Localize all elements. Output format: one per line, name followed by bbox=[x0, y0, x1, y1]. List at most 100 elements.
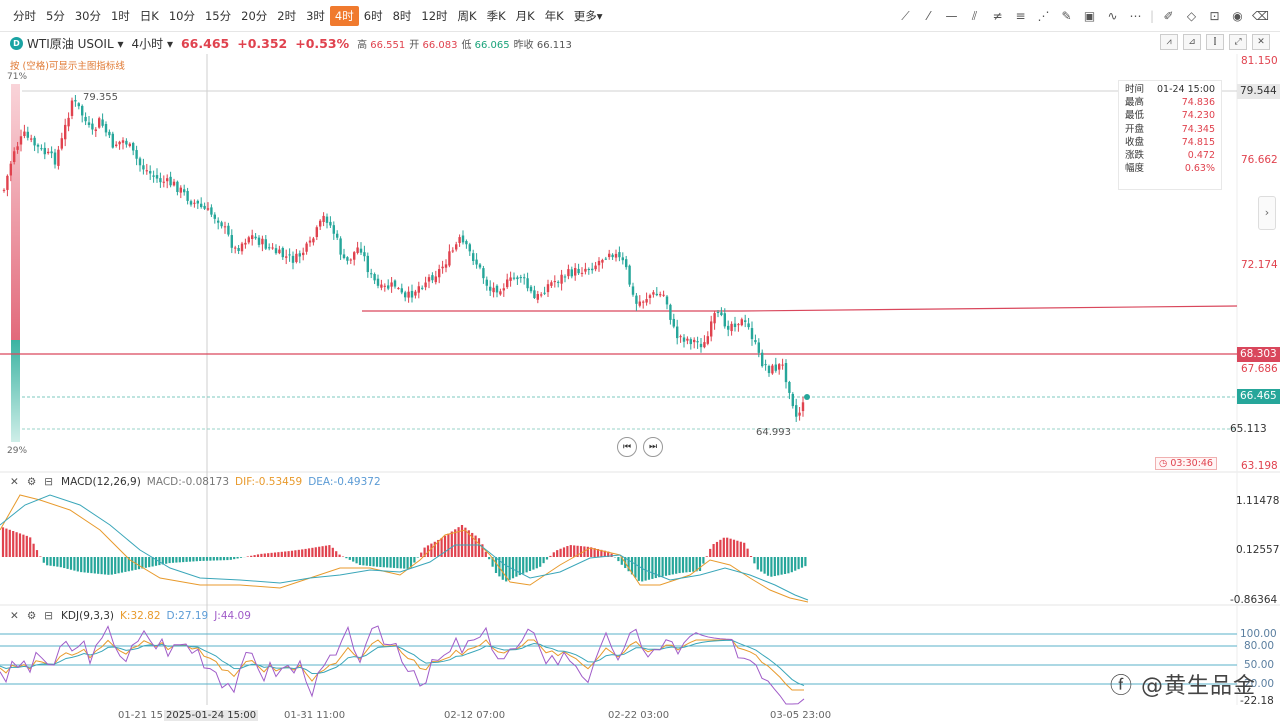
close-indicator-icon[interactable]: ✕ bbox=[10, 476, 19, 488]
candle-body bbox=[591, 268, 594, 271]
low-price-tag: 65.113 bbox=[1230, 423, 1267, 435]
channel-icon[interactable]: ⫽ bbox=[971, 9, 978, 23]
tf-1h[interactable]: 1时 bbox=[110, 8, 130, 23]
tf-6h[interactable]: 6时 bbox=[363, 8, 383, 23]
collapse-icon[interactable]: ⊟ bbox=[44, 476, 54, 488]
candle-body bbox=[791, 393, 794, 407]
tf-4h[interactable]: 4时 bbox=[329, 5, 359, 26]
tf-30m[interactable]: 30分 bbox=[74, 8, 101, 23]
fibonacci-icon[interactable]: ≡ bbox=[1015, 9, 1026, 23]
tf-12h[interactable]: 12时 bbox=[421, 8, 448, 23]
macd-bar bbox=[773, 557, 776, 577]
macd-bar bbox=[226, 557, 229, 561]
instrument-selector[interactable]: WTI原油 USOIL ▾ bbox=[27, 36, 124, 51]
fullscreen-icon[interactable]: ⤢ bbox=[1229, 34, 1247, 50]
macd-bar bbox=[331, 547, 334, 557]
scroll-back-button[interactable]: ⏮ bbox=[617, 437, 637, 457]
macd-bar bbox=[484, 551, 487, 557]
settings-gear-icon[interactable]: ⚙ bbox=[26, 476, 37, 488]
macd-bar bbox=[440, 537, 443, 557]
candle-body bbox=[305, 243, 308, 252]
tf-8h[interactable]: 8时 bbox=[392, 8, 412, 23]
candle-body bbox=[448, 251, 451, 266]
brush-icon[interactable]: ✎ bbox=[1061, 9, 1072, 23]
candle-body bbox=[533, 290, 536, 298]
macd-bar bbox=[760, 557, 763, 572]
lock-icon[interactable]: ⊡ bbox=[1209, 9, 1220, 23]
trash-icon[interactable]: ⌫ bbox=[1252, 9, 1269, 23]
macd-bar bbox=[641, 557, 644, 582]
candle-body bbox=[427, 277, 431, 282]
ray-line-icon[interactable]: ⁄ bbox=[927, 9, 930, 23]
macd-bar bbox=[267, 553, 270, 557]
candle-body bbox=[761, 352, 764, 367]
edit-icon[interactable]: ✐ bbox=[1163, 9, 1174, 23]
macd-bar bbox=[766, 557, 770, 576]
tf-quarterly[interactable]: 季K bbox=[486, 8, 506, 23]
close-panel-icon[interactable]: ✕ bbox=[1252, 34, 1270, 50]
x-axis-label: 03-05 23:00 bbox=[770, 710, 832, 721]
interval-selector[interactable]: 4小时 ▾ bbox=[131, 36, 173, 51]
support-line-extension[interactable] bbox=[741, 305, 1238, 312]
macd-bar bbox=[443, 535, 447, 557]
scroll-forward-button[interactable]: ⏭ bbox=[643, 437, 663, 457]
candle-body bbox=[315, 227, 318, 238]
dots-icon[interactable]: ⋯ bbox=[1129, 9, 1142, 23]
macd-bar bbox=[335, 551, 338, 557]
candle-body bbox=[652, 292, 655, 295]
tf-yearly[interactable]: 年K bbox=[544, 8, 564, 23]
indicator-icon[interactable]: ⩘ bbox=[1160, 34, 1178, 50]
tf-2h[interactable]: 2时 bbox=[277, 8, 297, 23]
trend-line-icon[interactable]: ⟋ bbox=[901, 9, 910, 23]
picture-icon[interactable]: ▣ bbox=[1083, 9, 1096, 23]
fan-icon[interactable]: ⋰ bbox=[1037, 9, 1050, 23]
wave-icon[interactable]: ∿ bbox=[1107, 9, 1118, 23]
macd-bar bbox=[746, 548, 749, 557]
candle-body bbox=[125, 140, 128, 145]
candle-body bbox=[319, 220, 322, 227]
parallel-icon[interactable]: ≠ bbox=[992, 9, 1003, 23]
tf-3h[interactable]: 3时 bbox=[306, 8, 325, 23]
tf-15m[interactable]: 15分 bbox=[204, 8, 232, 23]
candlestick-series bbox=[2, 95, 805, 422]
interval-label: 4小时 bbox=[131, 36, 164, 51]
tf-20m[interactable]: 20分 bbox=[241, 8, 268, 23]
candle-type-icon[interactable]: ⫿ bbox=[1206, 34, 1224, 50]
candle-body bbox=[417, 286, 420, 293]
compare-icon[interactable]: ⊿ bbox=[1183, 34, 1201, 50]
candle-body bbox=[16, 146, 19, 150]
tf-fenshi[interactable]: 分时 bbox=[13, 8, 36, 23]
candle-body bbox=[740, 319, 743, 326]
macd-bar bbox=[739, 541, 742, 557]
macd-bar bbox=[600, 549, 603, 557]
expand-panel-arrow[interactable]: › bbox=[1258, 196, 1276, 230]
tf-5m[interactable]: 5分 bbox=[46, 8, 65, 23]
macd-bar bbox=[426, 545, 430, 557]
close-indicator-icon[interactable]: ✕ bbox=[10, 610, 19, 622]
macd-bar bbox=[233, 557, 236, 560]
horizontal-line-icon[interactable]: — bbox=[945, 9, 958, 23]
macd-bar bbox=[756, 557, 759, 570]
candle-body bbox=[189, 201, 193, 205]
tf-weekly[interactable]: 周K bbox=[457, 8, 477, 23]
macd-bar bbox=[124, 557, 127, 572]
macd-bar bbox=[205, 557, 209, 561]
eye-icon[interactable]: ◉ bbox=[1232, 9, 1243, 23]
candle-body bbox=[400, 288, 403, 293]
tf-10m[interactable]: 10分 bbox=[168, 8, 195, 23]
candle-body bbox=[516, 277, 519, 280]
tf-more[interactable]: 更多▾ bbox=[573, 8, 603, 23]
macd-bar bbox=[658, 557, 661, 578]
eraser-icon[interactable]: ◇ bbox=[1186, 9, 1197, 23]
tf-daily[interactable]: 日K bbox=[139, 8, 159, 23]
settings-gear-icon[interactable]: ⚙ bbox=[26, 610, 37, 622]
macd-bar bbox=[103, 557, 107, 575]
kdj-axis-label: -22.18 bbox=[1240, 695, 1274, 707]
macd-bar bbox=[127, 557, 130, 572]
instrument-logo-icon: D bbox=[10, 36, 23, 50]
candle-body bbox=[210, 207, 213, 215]
collapse-icon[interactable]: ⊟ bbox=[44, 610, 54, 622]
tf-monthly[interactable]: 月K bbox=[515, 8, 535, 23]
candle-body bbox=[308, 240, 312, 243]
